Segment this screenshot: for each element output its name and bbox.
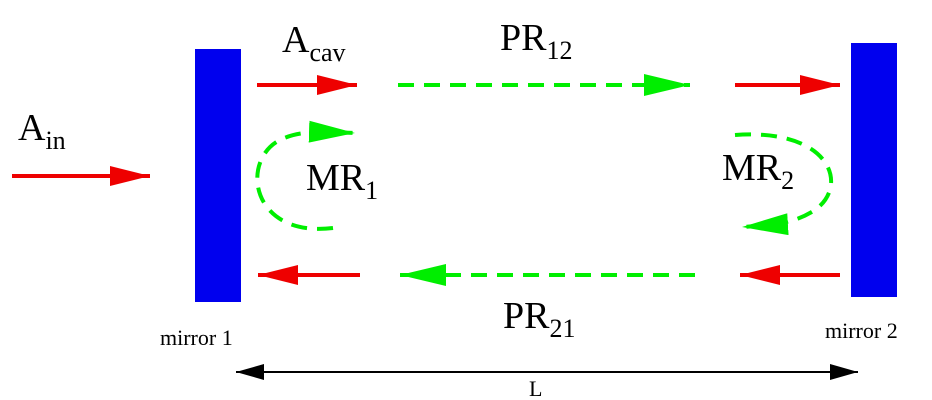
mirror-1-reflection-label: MR1	[306, 157, 378, 205]
mirror-2-reflection-label: MR2	[722, 147, 794, 195]
propagation-21-label: PR21	[503, 295, 575, 343]
mirror-1-label: mirror 1	[160, 325, 233, 350]
cavity-length-label: L	[529, 376, 542, 400]
cavity-field-label: Acav	[282, 19, 346, 67]
propagation-12-label: PR12	[500, 17, 572, 65]
mirror-2-reflection-loop	[734, 132, 833, 236]
mirror-1	[195, 49, 241, 302]
input-field-label: Ain	[18, 107, 66, 155]
mirror-2-label: mirror 2	[825, 318, 898, 343]
mirror-1-reflection-loop	[255, 120, 356, 231]
mirror-2	[851, 43, 897, 297]
